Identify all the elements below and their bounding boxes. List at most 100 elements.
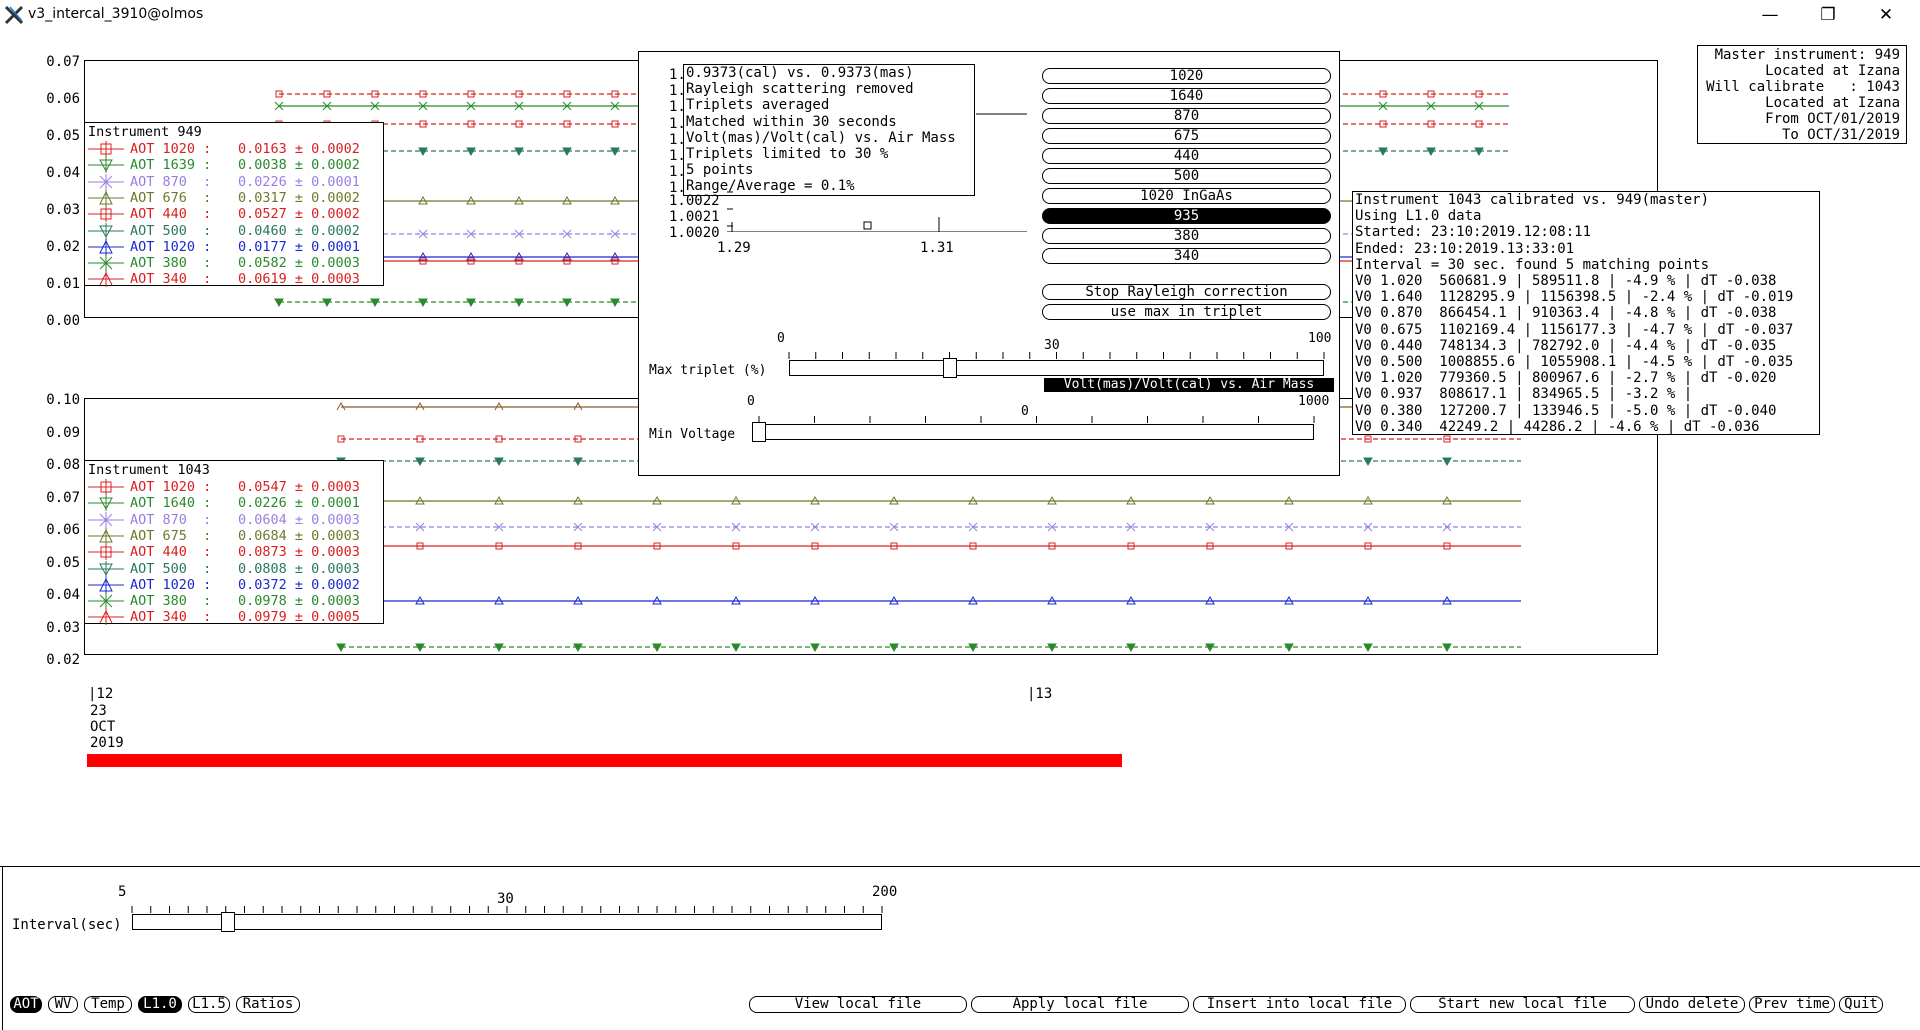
calibration-line: V0 0.675 1102169.4 | 1156177.3 | -4.7 % … <box>1355 321 1794 338</box>
file-button[interactable]: Apply local file <box>971 996 1189 1013</box>
series-marker <box>1378 101 1388 111</box>
interval-thumb[interactable] <box>221 912 236 932</box>
series-marker <box>1047 643 1057 653</box>
wavelength-button[interactable]: 675 <box>1042 128 1331 144</box>
mini-ytick-1: 1.0022 <box>669 193 720 209</box>
series-marker <box>1426 147 1436 157</box>
y-tick-label: 0.07 <box>46 489 80 506</box>
info-line: Volt(mas)/Volt(cal) vs. Air Mass <box>686 129 956 146</box>
series-marker <box>1126 522 1136 532</box>
series-marker <box>1047 595 1057 605</box>
series-marker <box>1363 643 1373 653</box>
legend-label: AOT 676 : <box>130 189 212 206</box>
mode-button[interactable]: AOT <box>10 996 42 1013</box>
info-line: Range/Average = 0.1% <box>686 178 855 195</box>
calibration-line: Using L1.0 data <box>1355 208 1482 225</box>
mini-xtick-1: 1.29 <box>717 240 751 256</box>
file-button[interactable]: View local file <box>749 996 967 1013</box>
series-marker <box>275 90 283 98</box>
calibration-line: Interval = 30 sec. found 5 matching poin… <box>1355 256 1710 273</box>
wavelength-button[interactable]: 1640 <box>1042 88 1331 104</box>
series-marker <box>415 457 425 467</box>
calibration-line: Instrument 1043 calibrated vs. 949(maste… <box>1355 192 1710 208</box>
legend-row: AOT 380 : 0.0978 ± 0.0003 <box>88 593 383 610</box>
file-button[interactable]: Start new local file <box>1410 996 1635 1013</box>
close-button[interactable]: ✕ <box>1878 5 1894 25</box>
file-button[interactable]: Insert into local file <box>1193 996 1406 1013</box>
mode-button[interactable]: Ratios <box>236 996 300 1013</box>
legend-row: AOT 340 : 0.0619 ± 0.0003 <box>88 271 383 288</box>
legend-value: 0.0317 ± 0.0002 <box>238 189 360 206</box>
series-marker <box>514 251 524 261</box>
series-marker <box>611 257 619 265</box>
calibration-line: V0 0.340 42249.2 | 44286.2 | -4.6 % | dT… <box>1355 418 1760 435</box>
series-marker <box>274 101 284 111</box>
wavelength-button[interactable]: 440 <box>1042 148 1331 164</box>
file-button[interactable]: Prev time <box>1749 996 1835 1013</box>
series-marker <box>336 643 346 653</box>
wavelength-button[interactable]: 1020 InGaAs <box>1042 188 1331 204</box>
legend-value: 0.0978 ± 0.0003 <box>238 593 360 610</box>
interval-slider[interactable] <box>131 906 883 930</box>
series-marker <box>652 522 662 532</box>
mini-plot <box>727 82 1027 232</box>
series-marker <box>810 643 820 653</box>
restore-button[interactable]: ❐ <box>1820 5 1836 25</box>
interval-min: 5 <box>118 884 127 900</box>
mode-button[interactable]: WV <box>48 996 78 1013</box>
time-selection-bar[interactable] <box>87 754 1122 767</box>
y-tick-label: 0.04 <box>46 587 80 603</box>
series-marker <box>1126 595 1136 605</box>
minimize-button[interactable]: — <box>1761 5 1779 25</box>
wavelength-button[interactable]: 340 <box>1042 248 1331 264</box>
use-max-triplet-button[interactable]: use max in triplet <box>1042 304 1331 320</box>
file-button[interactable]: Quit <box>1839 996 1883 1013</box>
series-marker <box>514 101 524 111</box>
y-tick-label: 0.10 <box>46 392 80 408</box>
series-marker <box>562 147 572 157</box>
legend-symbol <box>88 238 124 255</box>
legend-row: AOT 870 : 0.0604 ± 0.0003 <box>88 511 383 528</box>
legend-symbol <box>88 173 124 190</box>
legend-value: 0.0604 ± 0.0003 <box>238 511 360 528</box>
max-triplet-slider[interactable] <box>788 352 1325 376</box>
series-marker <box>1363 457 1373 467</box>
calibration-line: V0 1.640 1128295.9 | 1156398.5 | -2.4 % … <box>1355 289 1794 306</box>
wavelength-button[interactable]: 380 <box>1042 228 1331 244</box>
min-voltage-slider[interactable] <box>758 416 1315 440</box>
min-voltage-thumb[interactable] <box>752 422 766 442</box>
series-marker <box>563 90 571 98</box>
mode-button[interactable]: Temp <box>84 996 132 1013</box>
max-triplet-thumb[interactable] <box>942 358 957 378</box>
series-marker <box>1205 595 1215 605</box>
mini-ytick-prefix: 1. <box>669 180 686 197</box>
y-tick-label: 0.09 <box>46 424 80 441</box>
series-marker <box>1363 522 1373 532</box>
file-button[interactable]: Undo delete <box>1639 996 1745 1013</box>
y-tick-label: 0.05 <box>46 128 80 144</box>
y-tick-label: 0.07 <box>46 54 80 70</box>
series-marker <box>466 195 476 205</box>
series-marker <box>1443 542 1451 550</box>
x-tick-12-day: 23 <box>90 703 107 719</box>
series-marker <box>514 195 524 205</box>
wavelength-button[interactable]: 870 <box>1042 108 1331 124</box>
series-marker <box>323 90 331 98</box>
wavelength-button[interactable]: 935 <box>1042 208 1331 224</box>
mode-button[interactable]: L1.5 <box>188 996 230 1013</box>
series-marker <box>574 542 582 550</box>
mode-button[interactable]: L1.0 <box>138 996 182 1013</box>
series-marker <box>1379 120 1387 128</box>
legend-row: AOT 440 : 0.0873 ± 0.0003 <box>88 544 383 561</box>
calibration-line: V0 0.870 866454.1 | 910363.4 | -4.8 % | … <box>1355 305 1777 322</box>
wavelength-button[interactable]: 1020 <box>1042 68 1331 84</box>
series-marker <box>495 435 503 443</box>
series-marker <box>731 643 741 653</box>
legend-row: AOT 500 : 0.0460 ± 0.0002 <box>88 222 383 239</box>
mini-ytick-prefix: 1. <box>669 99 686 116</box>
series-marker <box>563 120 571 128</box>
wavelength-button[interactable]: 500 <box>1042 168 1331 184</box>
stop-rayleigh-button[interactable]: Stop Rayleigh correction <box>1042 284 1331 300</box>
mini-xtick-2: 1.31 <box>920 240 954 256</box>
legend-symbol <box>88 527 124 544</box>
